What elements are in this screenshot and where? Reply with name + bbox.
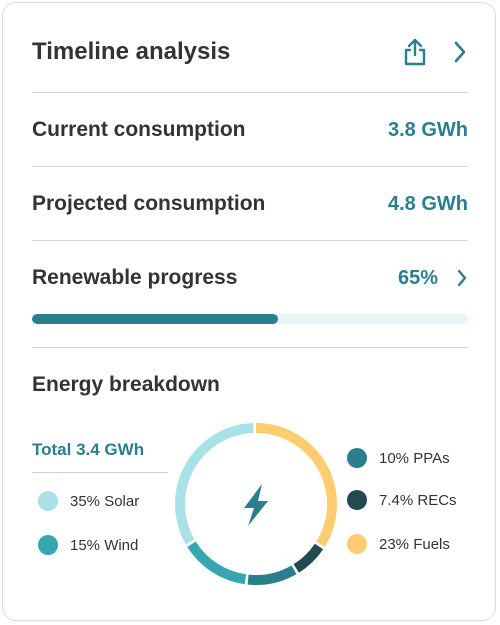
legend-dot — [347, 534, 367, 554]
share-button[interactable] — [402, 37, 428, 67]
current-consumption-value: 3.8 GWh — [387, 118, 468, 141]
renewable-progress-summary: 65% — [398, 267, 468, 290]
legend-label: 35% Solar — [70, 492, 140, 510]
legend-label: 23% Fuels — [379, 535, 450, 553]
current-consumption-label: Current consumption — [32, 118, 246, 141]
divider — [32, 92, 468, 93]
donut-segments — [175, 423, 337, 585]
header-actions — [402, 37, 468, 67]
energy-breakdown-title: Energy breakdown — [32, 373, 220, 396]
legend-item-fuels: 23% Fuels — [347, 534, 450, 554]
legend-item-ppas: 10% PPAs — [347, 448, 450, 468]
donut-segment-solar — [175, 423, 254, 545]
chevron-right-icon[interactable] — [456, 268, 468, 288]
timeline-card — [2, 2, 496, 621]
legend-item-wind: 15% Wind — [38, 535, 138, 555]
energy-donut-chart — [175, 423, 337, 585]
total-underline — [32, 472, 168, 473]
projected-consumption-row: Projected consumption 4.8 GWh — [32, 186, 468, 222]
donut-segment-recs — [293, 543, 324, 573]
chevron-right-icon — [454, 41, 466, 63]
renewable-progress-bar — [32, 314, 468, 324]
current-consumption-row: Current consumption 3.8 GWh — [32, 112, 468, 148]
share-icon — [404, 38, 426, 66]
legend-dot — [347, 448, 367, 468]
chevron-right-button[interactable] — [452, 39, 468, 65]
divider — [32, 240, 468, 241]
donut-segment-wind — [187, 541, 247, 585]
card-title: Timeline analysis — [32, 38, 231, 65]
projected-consumption-label: Projected consumption — [32, 192, 266, 215]
divider — [32, 347, 468, 348]
legend-label: 7.4% RECs — [379, 491, 457, 509]
lightning-icon — [244, 484, 268, 526]
legend-dot — [347, 490, 367, 510]
card-header: Timeline analysis — [32, 30, 468, 74]
donut-segment-ppas — [247, 565, 297, 585]
donut-segment-fuels — [255, 423, 337, 547]
renewable-progress-value: 65% — [397, 266, 438, 289]
renewable-progress-fill — [32, 314, 279, 324]
divider — [32, 166, 468, 167]
legend-item-recs: 7.4% RECs — [347, 490, 457, 510]
legend-dot — [38, 491, 58, 511]
legend-label: 15% Wind — [70, 536, 139, 554]
legend-dot — [38, 535, 58, 555]
renewable-progress-row[interactable]: Renewable progress 65% — [32, 260, 468, 296]
legend-item-solar: 35% Solar — [38, 491, 139, 511]
projected-consumption-value: 4.8 GWh — [387, 192, 468, 215]
renewable-progress-label: Renewable progress — [32, 266, 238, 289]
legend-label: 10% PPAs — [379, 449, 450, 467]
energy-breakdown-header: Energy breakdown — [32, 368, 468, 402]
total-energy: Total 3.4 GWh — [32, 440, 145, 459]
